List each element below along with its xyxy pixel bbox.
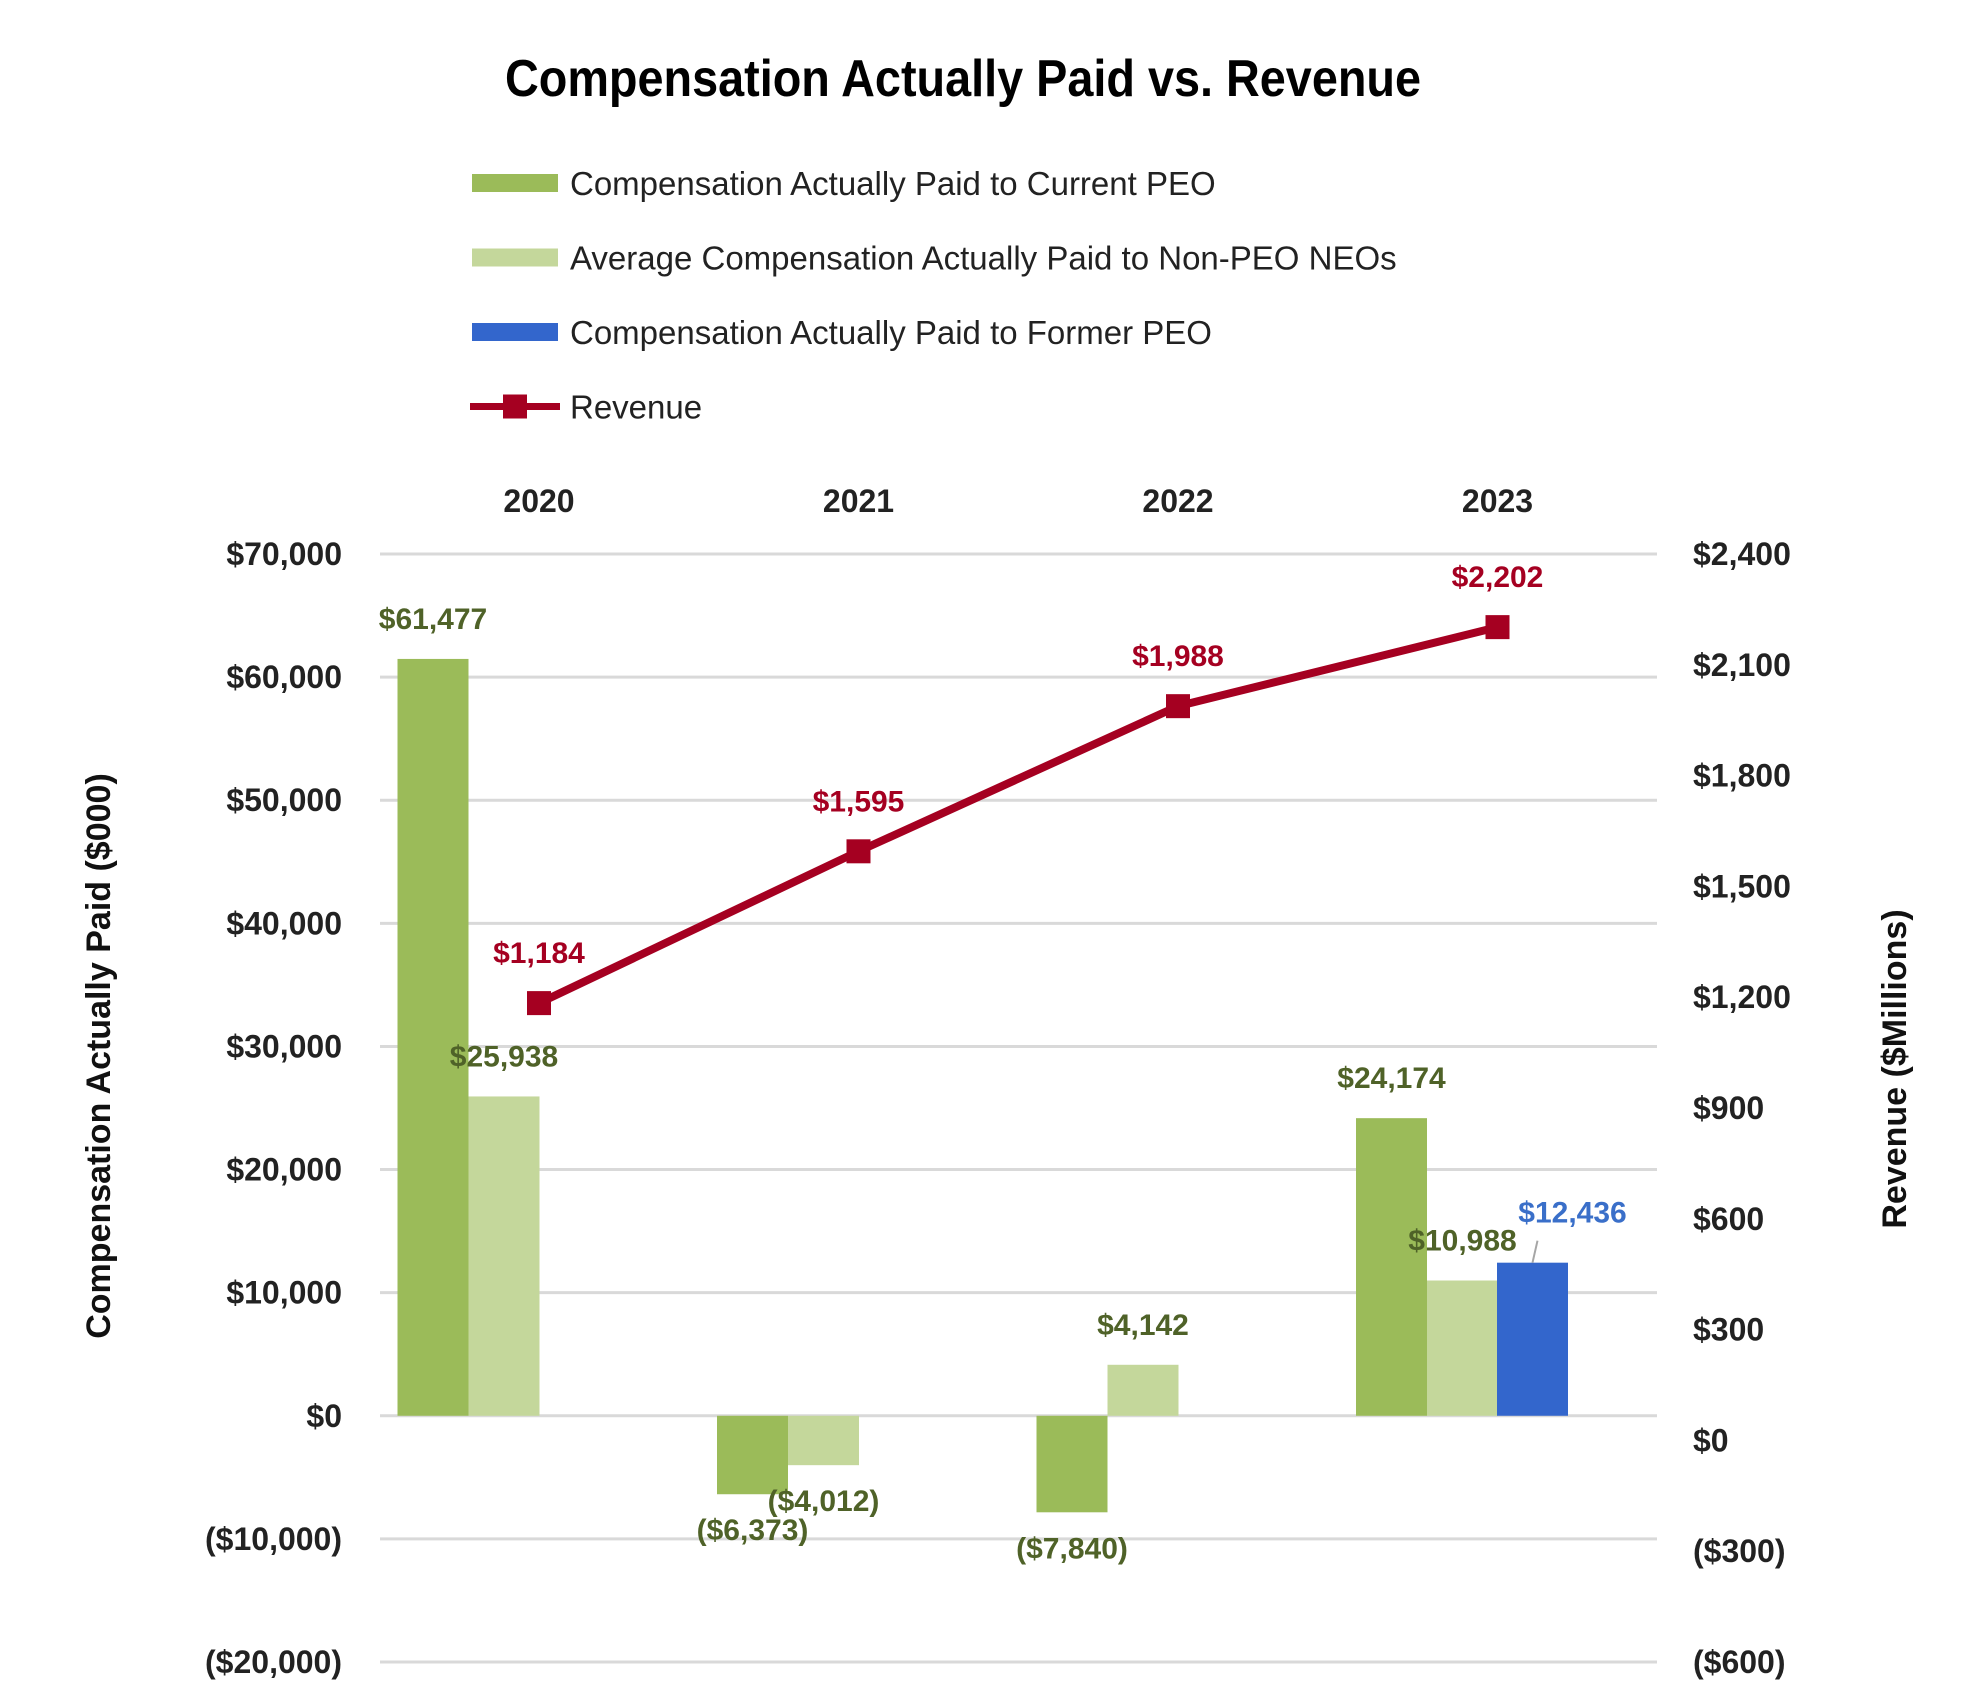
y-tick-label: $60,000: [226, 659, 342, 695]
y2-tick-label: ($300): [1693, 1533, 1786, 1569]
bar: [397, 658, 469, 1416]
revenue-line-path: [537, 623, 1499, 1007]
y2-tick-label: $1,800: [1693, 758, 1791, 794]
x-tick-label: 2022: [1142, 483, 1213, 519]
y-tick-label: $10,000: [226, 1275, 342, 1311]
revenue-marker: [1166, 694, 1190, 719]
y2-tick-label: $1,500: [1693, 868, 1791, 904]
legend-item: Compensation Actually Paid to Current PE…: [472, 165, 1216, 202]
y-tick-label: ($10,000): [205, 1521, 342, 1557]
revenue-marker: [527, 991, 551, 1016]
y-tick-label: $40,000: [226, 905, 342, 941]
y-tick-label: ($20,000): [205, 1644, 342, 1680]
legend-item: Compensation Actually Paid to Former PEO: [472, 314, 1212, 351]
bar: [1497, 1262, 1568, 1416]
data-label: ($7,840): [1016, 1532, 1128, 1565]
data-label: $61,477: [379, 603, 487, 636]
bar: [1427, 1280, 1498, 1416]
revenue-line: [527, 615, 1510, 1016]
bars: [397, 658, 1568, 1513]
bar: [788, 1415, 859, 1466]
legend-marker: [503, 394, 527, 419]
legend-label: Compensation Actually Paid to Former PEO: [570, 314, 1212, 351]
y-tick-label: $0: [306, 1398, 342, 1434]
bar: [1036, 1415, 1108, 1513]
data-label: $2,202: [1452, 561, 1544, 594]
y2-tick-label: $300: [1693, 1312, 1764, 1348]
y2-tick-label: $900: [1693, 1090, 1764, 1126]
x-tick-label: 2020: [503, 483, 574, 519]
data-label: $4,142: [1097, 1309, 1189, 1342]
gridlines: [380, 552, 1657, 1664]
leader-line: [1531, 1240, 1539, 1263]
axis-ticks: $70,000 $60,000 $50,000 $40,000 $30,000 $20,0…: [205, 483, 1791, 1680]
y-tick-label: $20,000: [226, 1152, 342, 1188]
y2-tick-label: $0: [1693, 1422, 1729, 1458]
y-tick-label: $30,000: [226, 1028, 342, 1064]
x-tick-label: 2021: [823, 483, 894, 519]
legend: Compensation Actually Paid to Current PE…: [470, 165, 1397, 426]
x-tick-label: 2023: [1462, 483, 1533, 519]
data-label: $10,988: [1408, 1225, 1516, 1258]
legend-swatch: [472, 323, 558, 341]
data-label: $24,174: [1337, 1062, 1446, 1095]
revenue-marker: [1485, 615, 1510, 640]
y2-axis-title: Revenue ($Millions): [1876, 909, 1914, 1228]
legend-swatch: [472, 174, 558, 192]
data-label: ($4,012): [768, 1485, 880, 1518]
data-label: ($6,373): [697, 1514, 809, 1547]
data-label: $1,988: [1132, 640, 1224, 673]
y2-tick-label: $2,100: [1693, 647, 1791, 683]
bar: [1107, 1364, 1179, 1416]
bar: [468, 1096, 540, 1416]
legend-label: Revenue: [570, 389, 702, 426]
data-label: $12,436: [1518, 1197, 1626, 1230]
y2-tick-label: $600: [1693, 1201, 1764, 1237]
data-label: $1,184: [493, 937, 585, 970]
y2-tick-label: $2,400: [1693, 536, 1791, 572]
y-tick-label: $50,000: [226, 782, 342, 818]
y2-tick-label: $1,200: [1693, 979, 1791, 1015]
legend-item: Revenue: [470, 389, 702, 426]
data-labels: $61,477 ($6,373) ($7,840) $24,174 $25,938 ($4…: [379, 561, 1627, 1565]
data-label: $25,938: [450, 1040, 558, 1073]
y2-tick-label: ($600): [1693, 1644, 1786, 1680]
legend-label: Compensation Actually Paid to Current PE…: [570, 165, 1216, 202]
y-axis-title: Compensation Actually Paid ($000): [80, 773, 118, 1339]
data-label: $1,595: [813, 785, 905, 818]
bar: [1356, 1118, 1427, 1416]
y-tick-label: $70,000: [226, 536, 342, 572]
bar: [717, 1415, 788, 1495]
revenue-marker: [846, 839, 871, 864]
chart-title: Compensation Actually Paid vs. Revenue: [505, 50, 1421, 108]
legend-label: Average Compensation Actually Paid to No…: [570, 240, 1397, 277]
legend-item: Average Compensation Actually Paid to No…: [472, 240, 1397, 277]
legend-swatch: [472, 248, 558, 267]
